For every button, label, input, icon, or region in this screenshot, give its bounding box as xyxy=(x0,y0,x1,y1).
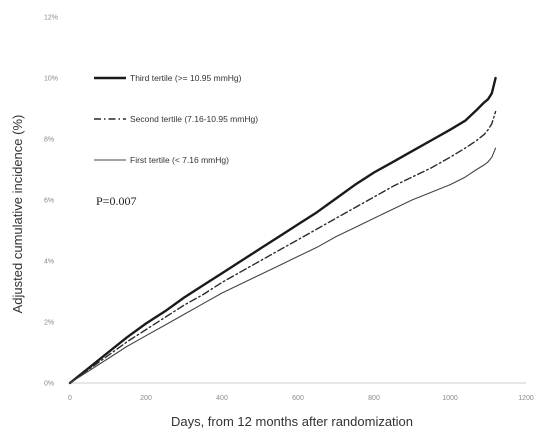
y-tick-labels: 0% 2% 4% 6% 8% 10% 12% xyxy=(44,15,58,388)
series-line-1 xyxy=(68,76,497,385)
legend-label-1: Third tertile (>= 10.95 mmHg) xyxy=(130,73,242,83)
p-value-annotation: P=0.007 xyxy=(96,194,136,208)
x-tick-label: 600 xyxy=(292,395,304,402)
y-tick-label: 2% xyxy=(44,320,54,327)
legend: Third tertile (>= 10.95 mmHg) Second tert… xyxy=(94,73,258,165)
series-line-3 xyxy=(69,147,497,384)
y-axis-title: Adjusted cumulative incidence (%) xyxy=(10,115,25,314)
y-tick-label: 12% xyxy=(44,15,58,22)
x-tick-label: 400 xyxy=(216,395,228,402)
x-tick-label: 1000 xyxy=(442,395,458,402)
legend-label-2: Second tertile (7.16-10.95 mmHg) xyxy=(130,114,258,124)
x-tick-label: 200 xyxy=(140,395,152,402)
y-tick-label: 0% xyxy=(44,381,54,388)
y-tick-label: 8% xyxy=(44,137,54,144)
x-tick-label: 1200 xyxy=(518,395,534,402)
series-lines xyxy=(68,76,497,385)
x-tick-label: 800 xyxy=(368,395,380,402)
y-tick-label: 4% xyxy=(44,259,54,266)
x-tick-label: 0 xyxy=(68,395,72,402)
y-tick-label: 6% xyxy=(44,198,54,205)
legend-label-3: First tertile (< 7.16 mmHg) xyxy=(130,155,229,165)
x-axis-title: Days, from 12 months after randomization xyxy=(171,414,413,429)
x-tick-labels: 0 200 400 600 800 1000 1200 xyxy=(68,395,534,402)
series-line-2 xyxy=(69,110,497,384)
y-tick-label: 10% xyxy=(44,76,58,83)
